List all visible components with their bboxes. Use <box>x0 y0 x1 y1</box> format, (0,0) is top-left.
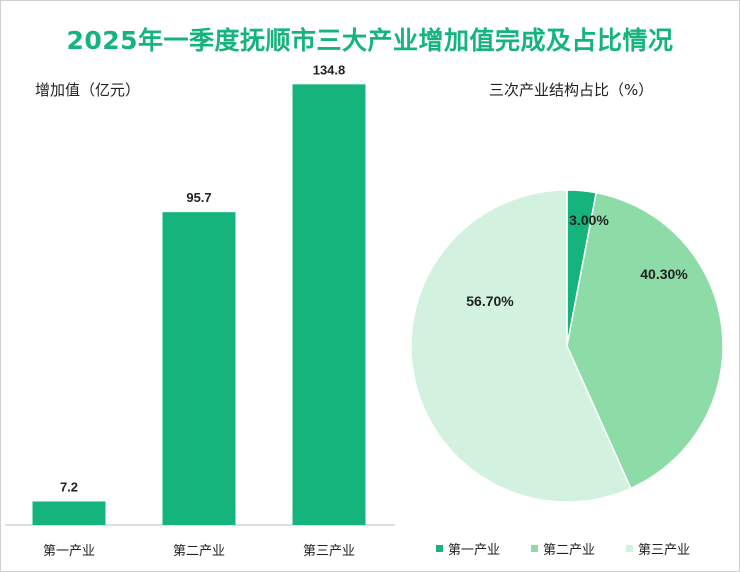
bar-category-label-3: 第三产业 <box>303 544 355 559</box>
legend-label-primary: 第一产业 <box>448 543 501 558</box>
legend-item-primary: 第一产业 <box>436 539 500 558</box>
legend-swatch-tertiary <box>626 545 633 552</box>
bar-value-label-3: 134.8 <box>313 62 346 77</box>
bar-value-label-1: 7.2 <box>60 479 78 494</box>
bar-3 <box>292 84 366 525</box>
pie-value-label-1: 3.00% <box>569 212 609 228</box>
bar-1 <box>32 501 106 525</box>
pie-chart-title: 三次产业结构占比（%） <box>489 81 654 99</box>
bar-2 <box>162 212 236 525</box>
legend-item-secondary: 第二产业 <box>531 539 595 558</box>
pie-value-label-2: 40.30% <box>640 266 688 282</box>
pie-slice-2 <box>566 191 724 490</box>
bar-category-label-1: 第一产业 <box>43 544 95 559</box>
bar-value-label-2: 95.7 <box>186 190 211 205</box>
legend-label-secondary: 第二产业 <box>543 543 596 558</box>
bar-chart-ylabel: 增加值（亿元） <box>35 81 141 99</box>
pie-slice-3 <box>410 189 632 503</box>
legend-label-tertiary: 第三产业 <box>638 543 691 558</box>
legend-swatch-secondary <box>531 545 538 552</box>
page-title: 2025年一季度抚顺市三大产业增加值完成及占比情况 <box>66 26 674 55</box>
bar-category-label-2: 第二产业 <box>173 544 225 559</box>
pie-value-label-3: 56.70% <box>466 293 514 309</box>
legend-item-tertiary: 第三产业 <box>626 539 690 558</box>
legend-swatch-primary <box>436 545 443 552</box>
